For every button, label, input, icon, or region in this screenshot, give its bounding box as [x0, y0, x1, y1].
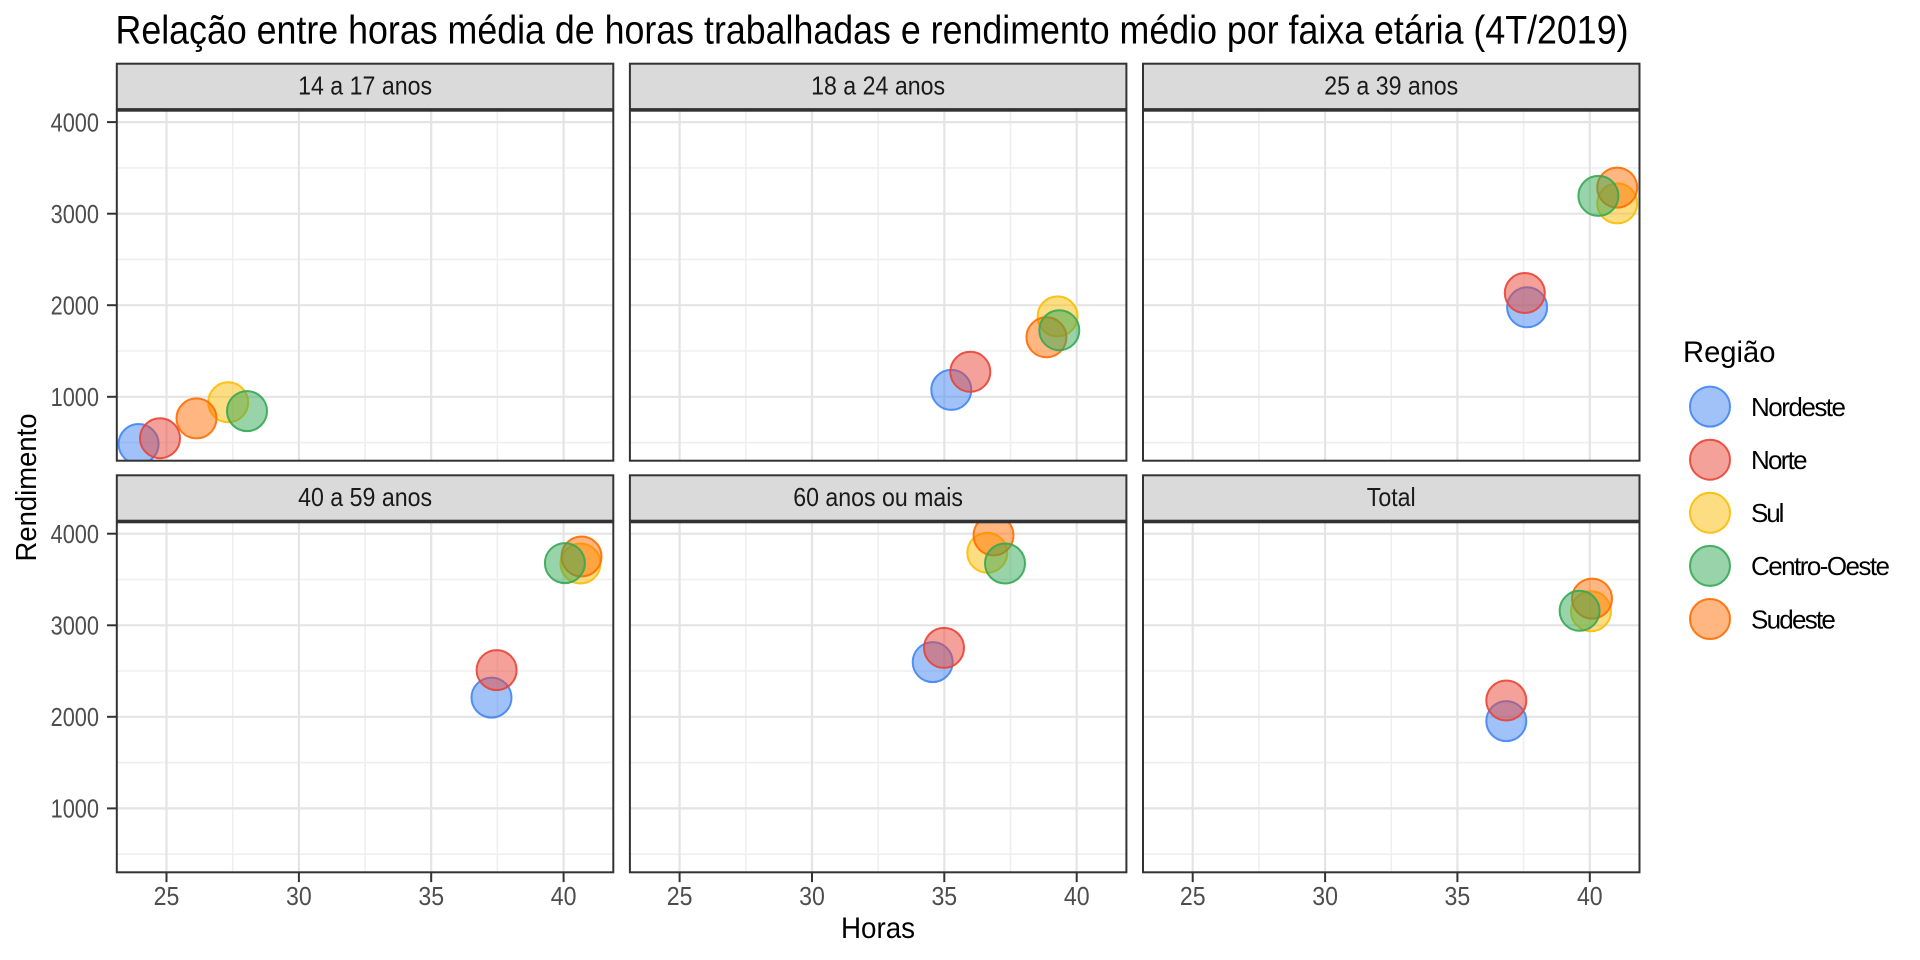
svg-text:Total: Total: [1367, 482, 1416, 512]
svg-text:25 a 39 anos: 25 a 39 anos: [1324, 70, 1458, 100]
svg-text:30: 30: [1312, 881, 1338, 911]
svg-text:Norte: Norte: [1751, 445, 1808, 475]
svg-text:35: 35: [931, 881, 957, 911]
svg-text:3000: 3000: [51, 611, 99, 641]
svg-text:2000: 2000: [51, 291, 99, 321]
svg-text:Rendimento: Rendimento: [11, 414, 43, 562]
svg-text:25: 25: [667, 881, 693, 911]
svg-text:1000: 1000: [51, 382, 99, 412]
svg-text:25: 25: [1180, 881, 1206, 911]
svg-text:30: 30: [799, 881, 825, 911]
svg-text:Região: Região: [1683, 336, 1776, 369]
svg-text:2000: 2000: [51, 702, 99, 732]
svg-text:40: 40: [551, 881, 577, 911]
svg-text:35: 35: [1445, 881, 1471, 911]
svg-text:40 a 59 anos: 40 a 59 anos: [298, 482, 432, 512]
svg-text:4000: 4000: [51, 107, 99, 137]
svg-text:Horas: Horas: [841, 912, 915, 945]
svg-text:Centro-Oeste: Centro-Oeste: [1751, 551, 1890, 581]
svg-text:35: 35: [418, 881, 444, 911]
svg-text:3000: 3000: [51, 199, 99, 229]
svg-text:18 a 24 anos: 18 a 24 anos: [811, 70, 945, 100]
svg-text:Sul: Sul: [1751, 498, 1784, 528]
svg-text:25: 25: [154, 881, 180, 911]
svg-text:60 anos ou mais: 60 anos ou mais: [793, 482, 963, 512]
svg-text:Nordeste: Nordeste: [1751, 392, 1846, 422]
svg-text:1000: 1000: [51, 794, 99, 824]
svg-text:40: 40: [1577, 881, 1603, 911]
svg-text:40: 40: [1064, 881, 1090, 911]
svg-text:Sudeste: Sudeste: [1751, 604, 1836, 634]
svg-text:14 a 17 anos: 14 a 17 anos: [298, 70, 432, 100]
svg-text:4000: 4000: [51, 519, 99, 549]
svg-text:30: 30: [286, 881, 312, 911]
svg-text:Relação entre horas média de h: Relação entre horas média de horas traba…: [116, 9, 1629, 53]
